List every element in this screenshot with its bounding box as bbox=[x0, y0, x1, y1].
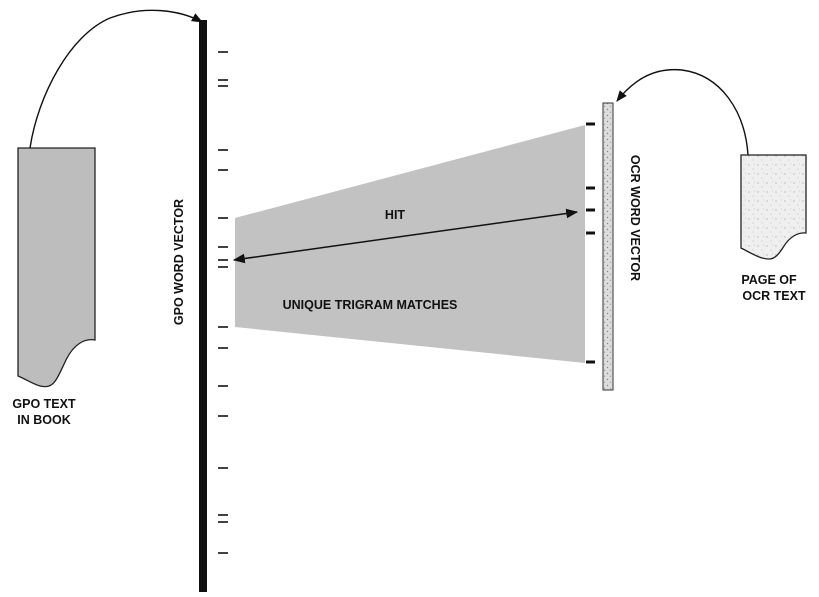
hit-arrow bbox=[232, 208, 579, 264]
gpo-vector-label: GPO WORD VECTOR bbox=[172, 199, 186, 325]
trigram-matches-label: UNIQUE TRIGRAM MATCHES bbox=[283, 298, 458, 312]
gpo-source-label-line1: GPO TEXT bbox=[12, 397, 76, 411]
ocr-source-label-line1: PAGE OF bbox=[741, 273, 797, 287]
ocr-word-vector bbox=[602, 102, 614, 391]
ocr-source-arrow bbox=[616, 68, 749, 156]
trigram-match-region bbox=[235, 125, 585, 363]
ocr-vector-label: OCR WORD VECTOR bbox=[628, 155, 642, 281]
hit-label: HIT bbox=[385, 208, 406, 222]
ocr-source-label-line2: OCR TEXT bbox=[742, 289, 806, 303]
gpo-word-vector bbox=[199, 20, 207, 592]
gpo-word-ticks bbox=[218, 51, 228, 554]
gpo-source-label-line2: IN BOOK bbox=[17, 413, 70, 427]
gpo-text-document bbox=[17, 147, 96, 388]
ocr-page-document bbox=[740, 154, 807, 260]
ocr-word-ticks bbox=[586, 122, 595, 364]
gpo-source-arrow bbox=[29, 9, 203, 149]
